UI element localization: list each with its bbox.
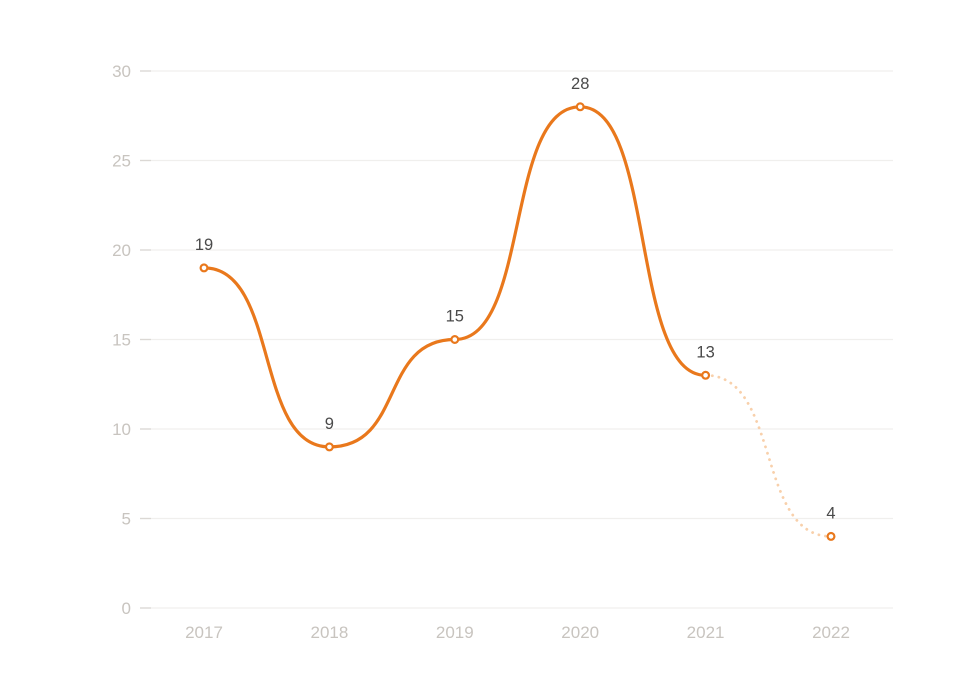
data-label-2018: 9 [325,415,334,433]
data-point-2017[interactable] [199,263,209,273]
data-points: 19 9 15 28 13 4 [195,75,836,541]
y-axis-tick-label: 5 [122,510,131,529]
data-label-2020: 28 [571,75,589,93]
y-axis-tick-label: 25 [112,152,131,171]
series-line [202,105,708,449]
x-axis-tick-label: 2017 [185,623,223,642]
y-axis-tick-label: 30 [112,62,131,81]
gridlines: 0 5 10 15 20 25 30 [112,62,893,618]
y-axis-tick-label: 15 [112,331,131,350]
x-axis-tick-label: 2020 [561,623,599,642]
data-point-2019[interactable] [450,335,460,345]
data-point-2020[interactable] [575,102,585,112]
data-label-2017: 19 [195,236,213,254]
x-axis-tick-label: 2019 [436,623,474,642]
data-label-2019: 15 [446,308,464,326]
data-point-2022[interactable] [826,531,836,541]
data-point-2021[interactable] [701,370,711,380]
y-axis-tick-label: 10 [112,420,131,439]
series-line-forecast [704,373,833,538]
data-point-2018[interactable] [324,442,334,452]
y-axis-tick-label: 20 [112,241,131,260]
x-axis-labels: 2017 2018 2019 2020 2021 2022 [185,623,850,642]
y-axis-tick-label: 0 [122,599,131,618]
x-axis-tick-label: 2018 [310,623,348,642]
data-label-2022: 4 [826,504,835,522]
x-axis-tick-label: 2021 [687,623,725,642]
data-label-2021: 13 [696,343,714,361]
x-axis-tick-label: 2022 [812,623,850,642]
